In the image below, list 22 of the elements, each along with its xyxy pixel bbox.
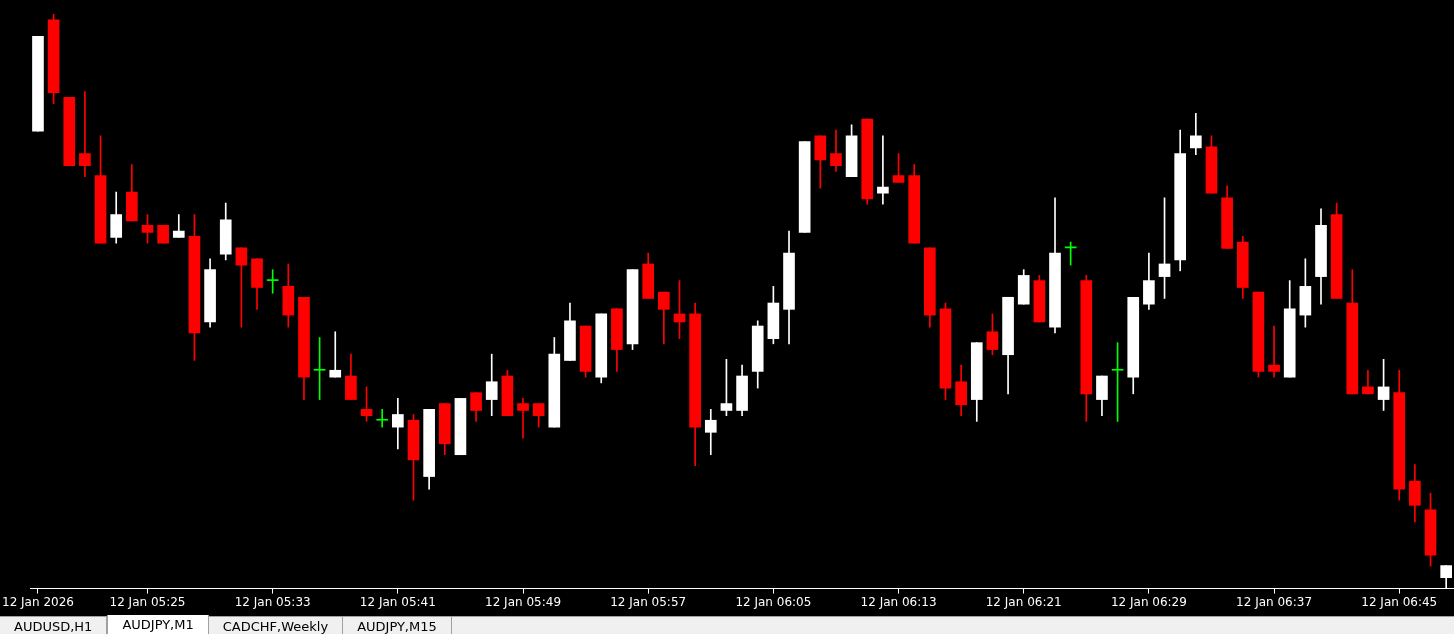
x-tick-label: 12 Jan 06:05 (735, 594, 812, 609)
x-tick-label: 12 Jan 05:25 (109, 594, 186, 609)
x-tick-label: 12 Jan 06:37 (1236, 594, 1313, 609)
candlestick (517, 398, 529, 439)
text: AUDJPY,M1 (107, 615, 209, 634)
x-tick-label: 12 Jan 05:57 (610, 594, 687, 609)
candlestick (1268, 325, 1280, 378)
x-tick-label: 12 Jan 05:49 (485, 594, 562, 609)
text: AUDUSD,H1 (0, 617, 108, 634)
x-tick-label: 12 Jan 06:29 (1110, 594, 1187, 609)
candlestick (329, 331, 342, 378)
x-tick-label: 12 Jan 05:33 (234, 594, 311, 609)
x-tick-label: 12 Jan 05:41 (359, 594, 436, 609)
candlestick (877, 135, 889, 205)
candlestick (376, 409, 389, 428)
x-tick-label: 12 Jan 06:45 (1361, 594, 1438, 609)
x-tick-label: 12 Jan 06:13 (860, 594, 937, 609)
candlestick (79, 91, 91, 177)
text: AUDJPY,M15 (343, 617, 452, 634)
x-tick-label: 12 Jan 2026 (2, 594, 74, 609)
text: CADCHF,Weekly (208, 617, 344, 634)
x-tick-label: 12 Jan 06:21 (985, 594, 1062, 609)
